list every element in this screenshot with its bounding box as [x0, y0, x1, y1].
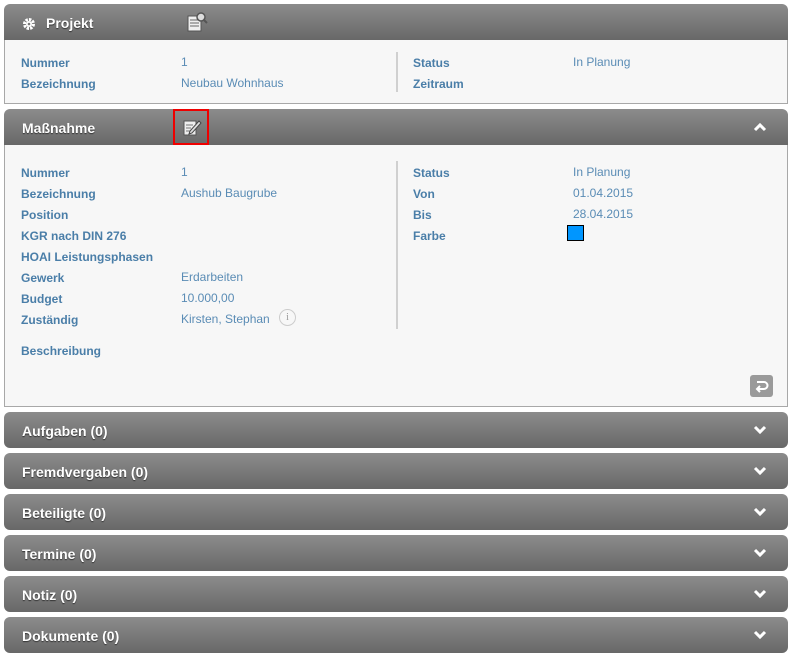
chevron-down-icon[interactable] [752, 464, 768, 478]
value: 28.04.2015 [573, 207, 634, 221]
projekt-header[interactable]: Projekt [4, 4, 788, 40]
section-title: Dokumente (0) [22, 628, 120, 644]
label: Zuständig [21, 313, 79, 327]
chevron-down-icon[interactable] [752, 587, 768, 601]
label: Position [21, 208, 69, 222]
label: KGR nach DIN 276 [21, 229, 127, 243]
section-title: Notiz (0) [22, 587, 78, 603]
value: 01.04.2015 [573, 186, 634, 200]
label-bezeichnung: Bezeichnung [21, 77, 96, 91]
document-search-icon[interactable] [185, 10, 209, 34]
color-swatch [567, 225, 584, 241]
value: 1 [181, 165, 188, 179]
section-header[interactable]: Aufgaben (0) [4, 412, 788, 448]
massnahme-title: Maßnahme [22, 120, 96, 136]
label: Status [413, 166, 450, 180]
chevron-up-icon[interactable] [752, 120, 768, 134]
value-nummer: 1 [181, 55, 188, 69]
value: In Planung [573, 165, 631, 179]
section-title: Fremdvergaben (0) [22, 464, 149, 480]
edit-icon [183, 120, 202, 136]
chevron-down-icon[interactable] [752, 546, 768, 560]
section-title: Aufgaben (0) [22, 423, 108, 439]
value: 10.000,00 [181, 291, 235, 305]
label: Gewerk [21, 271, 65, 285]
chevron-down-icon[interactable] [752, 628, 768, 642]
info-icon[interactable]: i [279, 309, 296, 326]
label-nummer: Nummer [21, 56, 70, 70]
undo-button[interactable] [750, 375, 773, 397]
chevron-down-icon[interactable] [752, 505, 768, 519]
projekt-body: Nummer 1 Bezeichnung Neubau Wohnhaus Sta… [4, 40, 788, 104]
divider [396, 161, 398, 329]
edit-button[interactable] [173, 109, 209, 145]
massnahme-header[interactable]: Maßnahme [4, 109, 788, 145]
label: Von [413, 187, 435, 201]
label: Nummer [21, 166, 70, 180]
section-title: Termine (0) [22, 546, 97, 562]
section-header[interactable]: Dokumente (0) [4, 617, 788, 653]
value-status: In Planung [573, 55, 631, 69]
section-header[interactable]: Notiz (0) [4, 576, 788, 612]
value-bezeichnung: Neubau Wohnhaus [181, 76, 284, 90]
projekt-title: Projekt [46, 15, 94, 31]
label: HOAI Leistungsphasen [21, 250, 154, 264]
label: Budget [21, 292, 63, 306]
label-status: Status [413, 56, 450, 70]
divider [396, 52, 398, 92]
value: Erdarbeiten [181, 270, 244, 284]
return-icon [755, 381, 769, 393]
label: Bis [413, 208, 432, 222]
massnahme-body: Nummer 1 Bezeichnung Aushub Baugrube Positio… [4, 145, 788, 407]
label: Farbe [413, 229, 446, 243]
value: Aushub Baugrube [181, 186, 278, 200]
section-title: Beteiligte (0) [22, 505, 107, 521]
label-zeitraum: Zeitraum [413, 77, 464, 91]
section-header[interactable]: Beteiligte (0) [4, 494, 788, 530]
section-header[interactable]: Fremdvergaben (0) [4, 453, 788, 489]
value: Kirsten, Stephan [181, 312, 270, 326]
label-beschreibung: Beschreibung [21, 344, 102, 358]
chevron-down-icon[interactable] [752, 423, 768, 437]
label: Bezeichnung [21, 187, 96, 201]
gear-icon [23, 18, 35, 30]
section-header[interactable]: Termine (0) [4, 535, 788, 571]
